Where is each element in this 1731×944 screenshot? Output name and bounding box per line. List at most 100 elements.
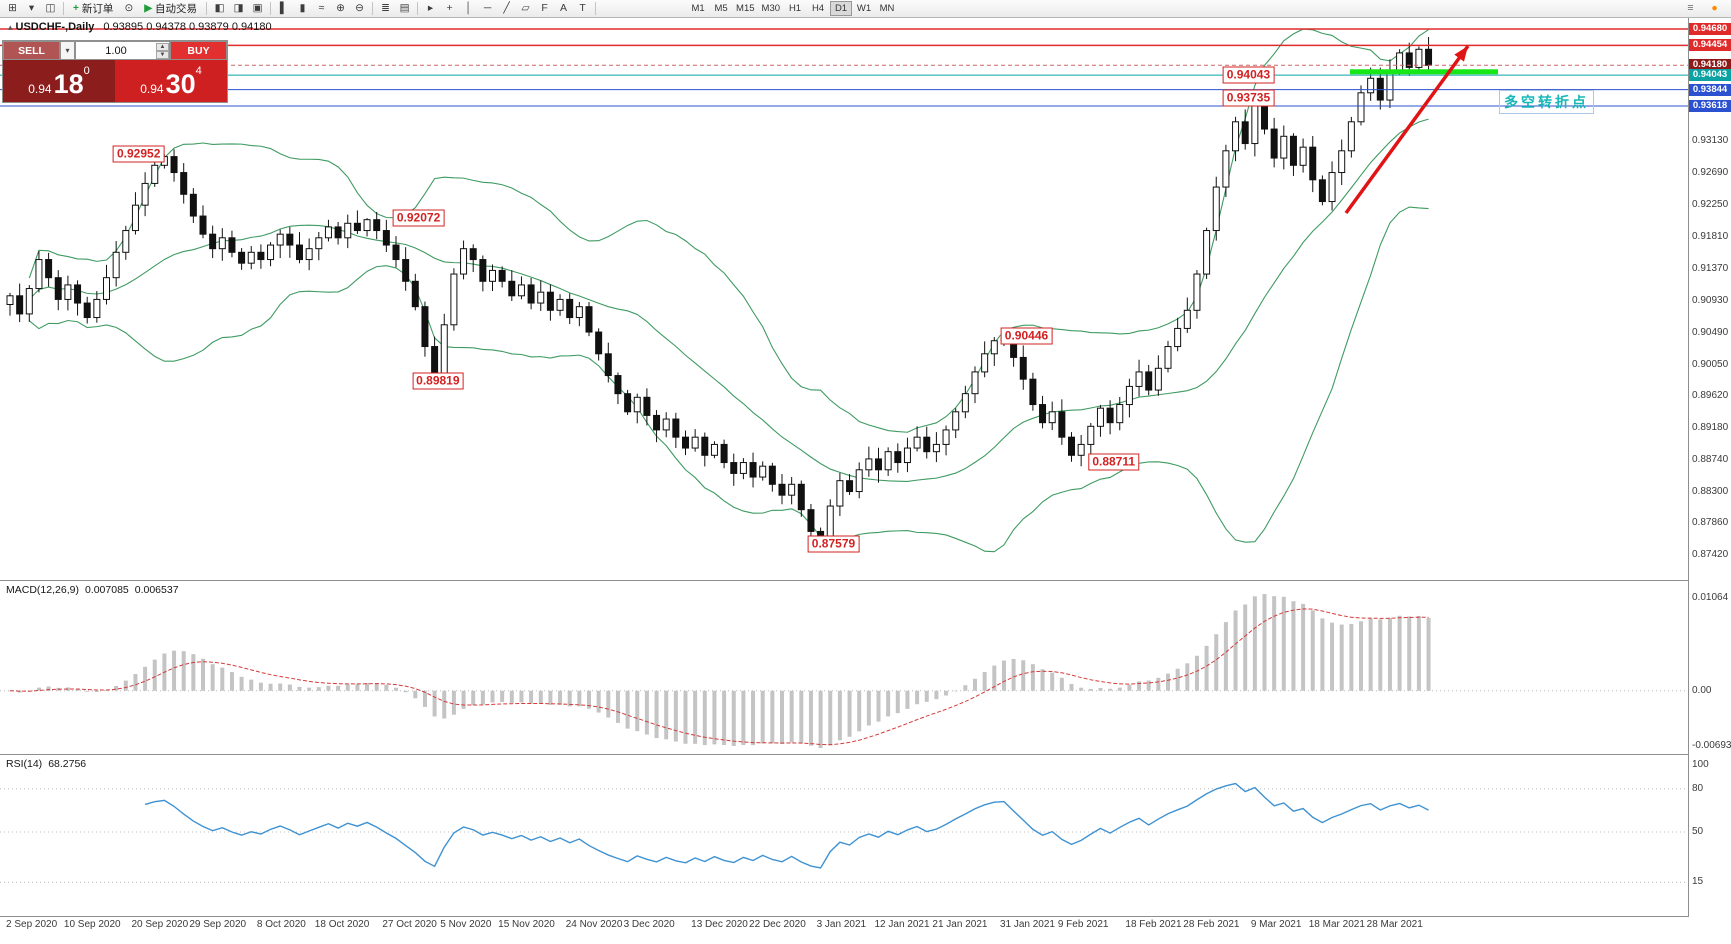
rsi-value: 68.2756	[48, 758, 87, 770]
trade-menu-button[interactable]: ▾	[60, 41, 75, 60]
date-tick: 12 Jan 2021	[874, 919, 930, 930]
zoom-out-icon[interactable]: ⊖	[350, 1, 369, 16]
price-tick: 0.90050	[1692, 358, 1729, 370]
autotrading-button[interactable]: ▶ 自动交易	[138, 1, 203, 16]
symbol-period-label: USDCHF-,Daily	[15, 21, 95, 33]
rsi-indicator-header: RSI(14) 68.2756	[6, 758, 92, 770]
profiles-icon[interactable]: ◫	[41, 1, 60, 16]
cursor-icon[interactable]: ▸	[421, 1, 440, 16]
timeframe-h1[interactable]: H1	[784, 1, 806, 16]
sell-button[interactable]: SELL	[3, 41, 60, 60]
price-tick: 0.92250	[1692, 199, 1729, 211]
timeframe-m15[interactable]: M15	[733, 1, 757, 16]
trendline-icon[interactable]: ╱	[497, 1, 516, 16]
navigator-icon[interactable]: ⊙	[119, 1, 138, 16]
buy-button[interactable]: BUY	[170, 41, 227, 60]
price-scale[interactable]: 0.93130 0.92690 0.92250 0.91810 0.91370 0.909…	[1689, 18, 1731, 934]
volume-input[interactable]: 1.00 ▲ ▼	[75, 41, 170, 60]
rsi-label: RSI(14)	[6, 758, 43, 770]
rsi-axis-tick: 15	[1692, 876, 1704, 888]
price-level-label: 0.94680	[1689, 23, 1731, 35]
menu-icon[interactable]: ≡	[1681, 1, 1700, 16]
price-tick: 0.92690	[1692, 167, 1729, 179]
price-tick: 0.87860	[1692, 517, 1729, 529]
toolbar-right-group: ≡ ●	[1681, 1, 1728, 16]
price-tick: 0.93130	[1692, 135, 1729, 147]
macd-axis-min: -0.006934	[1692, 740, 1731, 751]
chevron-down-icon: ▾	[65, 46, 70, 55]
channel-icon[interactable]: ▱	[516, 1, 535, 16]
price-tick: 0.89620	[1692, 389, 1729, 401]
timeframe-h4[interactable]: H4	[807, 1, 829, 16]
zoom-in-icon[interactable]: ⊕	[331, 1, 350, 16]
date-tick: 20 Sep 2020	[131, 919, 189, 930]
autotrading-button-label: 自动交易	[155, 3, 198, 15]
cascade-windows-icon[interactable]: ◨	[229, 1, 248, 16]
panel-splitter[interactable]	[0, 752, 1731, 757]
price-tick: 0.89180	[1692, 421, 1729, 433]
price-tick: 0.90490	[1692, 326, 1729, 338]
timeframe-m5[interactable]: M5	[710, 1, 732, 16]
toolbar-separator	[372, 2, 374, 15]
date-tick: 9 Feb 2021	[1057, 919, 1109, 930]
new-order-button[interactable]: + 新订单	[67, 1, 119, 16]
alert-badge-icon[interactable]: ●	[1705, 1, 1724, 16]
arrange-windows-icon[interactable]: ▣	[248, 1, 267, 16]
bar-chart-icon[interactable]: ▌	[274, 1, 293, 16]
line-chart-icon[interactable]: ≈	[312, 1, 331, 16]
vertical-line-icon[interactable]: │	[459, 1, 478, 16]
crosshair-icon[interactable]: +	[440, 1, 459, 16]
candlestick-chart-icon[interactable]: ▮	[293, 1, 312, 16]
chart-title: ▴ USDCHF-,Daily 0.93895 0.94378 0.93879 0.…	[8, 21, 272, 33]
date-tick: 3 Jan 2021	[816, 919, 867, 930]
tile-windows-icon[interactable]: ◧	[210, 1, 229, 16]
rsi-axis-tick: 80	[1692, 782, 1704, 794]
price-level-label: 0.94043	[1689, 69, 1731, 82]
date-tick: 3 Dec 2020	[623, 919, 675, 930]
timeframe-m1[interactable]: M1	[687, 1, 709, 16]
sell-price-pips: 18	[53, 69, 84, 99]
sell-price-base: 0.94	[28, 82, 52, 96]
date-tick: 22 Dec 2020	[749, 919, 806, 930]
time-scale[interactable]: 2 Sep 2020 10 Sep 2020 20 Sep 2020 29 Sep 2…	[0, 919, 1688, 935]
text-label-icon[interactable]: T	[573, 1, 592, 16]
new-chart-menu-icon[interactable]: ▾	[22, 1, 41, 16]
volume-down-button[interactable]: ▼	[156, 50, 169, 59]
toolbar-separator	[595, 2, 597, 15]
date-tick: 9 Mar 2021	[1250, 919, 1302, 930]
chart-window-icon: ▴	[8, 22, 13, 32]
sell-price-panel[interactable]: 0.94 18 0	[3, 60, 115, 102]
indicators-icon[interactable]: ≣	[376, 1, 395, 16]
horizontal-line-icon[interactable]: ─	[478, 1, 497, 16]
macd-axis-max: 0.01064	[1692, 592, 1729, 603]
price-tick: 0.88300	[1692, 485, 1729, 497]
autotrading-button-icon: ▶	[144, 3, 153, 14]
date-tick: 13 Dec 2020	[691, 919, 748, 930]
timeframe-m30[interactable]: M30	[759, 1, 783, 16]
toolbar-separator	[270, 2, 272, 15]
text-icon[interactable]: A	[554, 1, 573, 16]
new-order-button-icon: +	[73, 3, 79, 14]
timeframe-d1[interactable]: D1	[830, 1, 853, 16]
buy-price-panel[interactable]: 0.94 30 4	[115, 60, 227, 102]
timeframe-mn[interactable]: MN	[876, 1, 898, 16]
price-level-label: 0.93618	[1689, 99, 1731, 112]
fibonacci-icon[interactable]: F	[535, 1, 554, 16]
timeframe-w1[interactable]: W1	[853, 1, 875, 16]
macd-signal-value: 0.006537	[134, 584, 179, 596]
date-tick: 27 Oct 2020	[382, 919, 437, 930]
templates-icon[interactable]: ▤	[395, 1, 414, 16]
date-tick: 5 Nov 2020	[440, 919, 492, 930]
date-tick: 2 Sep 2020	[6, 919, 58, 930]
toolbar-separator	[417, 2, 419, 15]
toolbar-separator	[206, 2, 208, 15]
toolbar-separator	[63, 2, 64, 15]
macd-axis-zero: 0.00	[1692, 684, 1712, 696]
date-tick: 18 Feb 2021	[1125, 919, 1182, 930]
new-chart-icon[interactable]: ⊞	[3, 1, 22, 16]
price-tick: 0.88740	[1692, 453, 1729, 465]
panel-splitter[interactable]	[0, 578, 1731, 583]
volume-up-button[interactable]: ▲	[156, 42, 169, 51]
